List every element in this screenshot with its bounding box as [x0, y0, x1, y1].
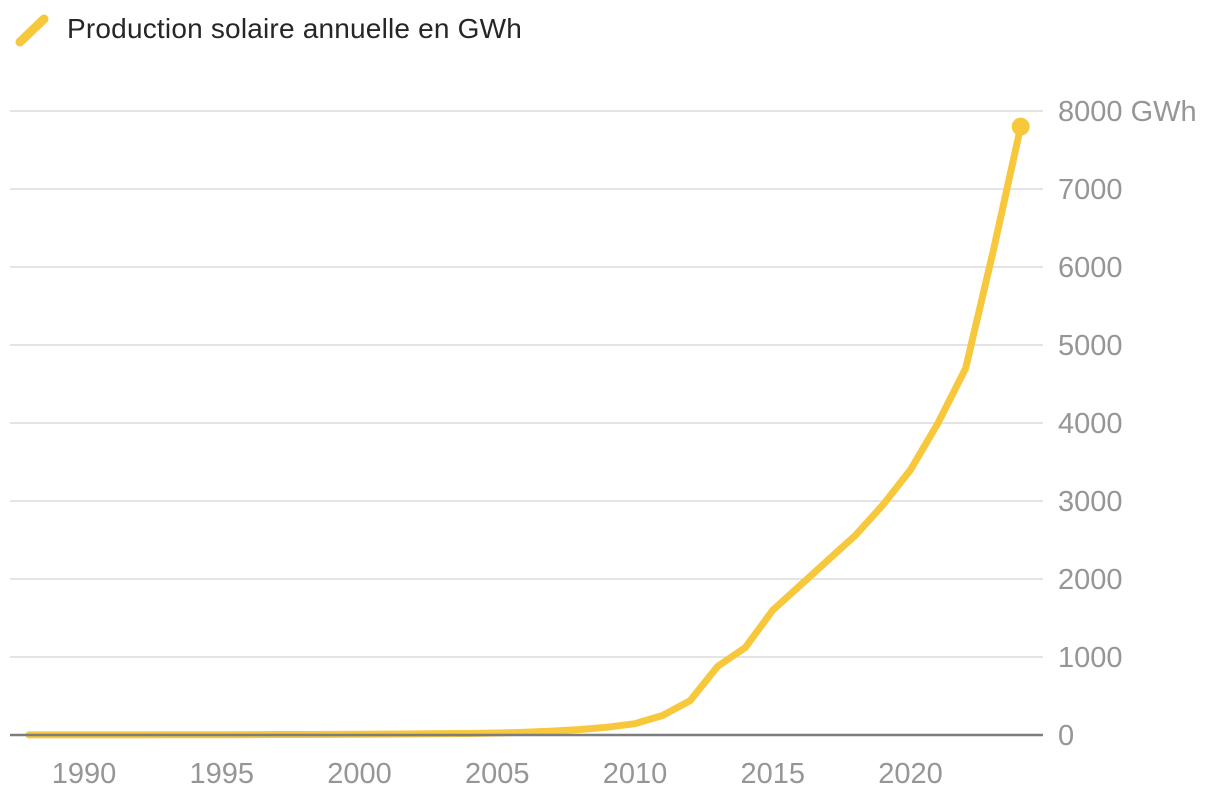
y-tick-label: 6000	[1058, 252, 1123, 284]
y-tick-label: 4000	[1058, 408, 1123, 440]
y-tick-label: 0	[1058, 720, 1074, 752]
series-line	[25, 123, 1025, 739]
y-tick-label: 5000	[1058, 330, 1123, 362]
x-tick-label: 2005	[465, 758, 530, 790]
gridlines	[10, 110, 1043, 658]
last-point-marker	[1011, 117, 1030, 136]
y-axis-labels: 0 1000 2000 3000 4000 5000 6000 7000 8000 GWh	[1058, 96, 1197, 752]
legend-label: Production solaire annuelle en GWh	[67, 13, 523, 44]
x-axis-labels: 1990 1995 2000 2005 2010 2015 2020	[52, 758, 943, 790]
x-tick-label: 2000	[327, 758, 392, 790]
y-tick-label: 1000	[1058, 642, 1123, 674]
x-tick-label: 2020	[878, 758, 943, 790]
y-tick-label: 3000	[1058, 486, 1123, 518]
y-tick-label: 8000 GWh	[1058, 96, 1197, 128]
x-tick-label: 2015	[740, 758, 805, 790]
line-series-icon	[15, 14, 49, 47]
y-tick-label: 7000	[1058, 174, 1123, 206]
x-tick-label: 1995	[189, 758, 254, 790]
x-tick-label: 2010	[603, 758, 668, 790]
legend: Production solaire annuelle en GWh	[8, 6, 522, 52]
y-tick-label: 2000	[1058, 564, 1123, 596]
x-tick-label: 1990	[52, 758, 117, 790]
